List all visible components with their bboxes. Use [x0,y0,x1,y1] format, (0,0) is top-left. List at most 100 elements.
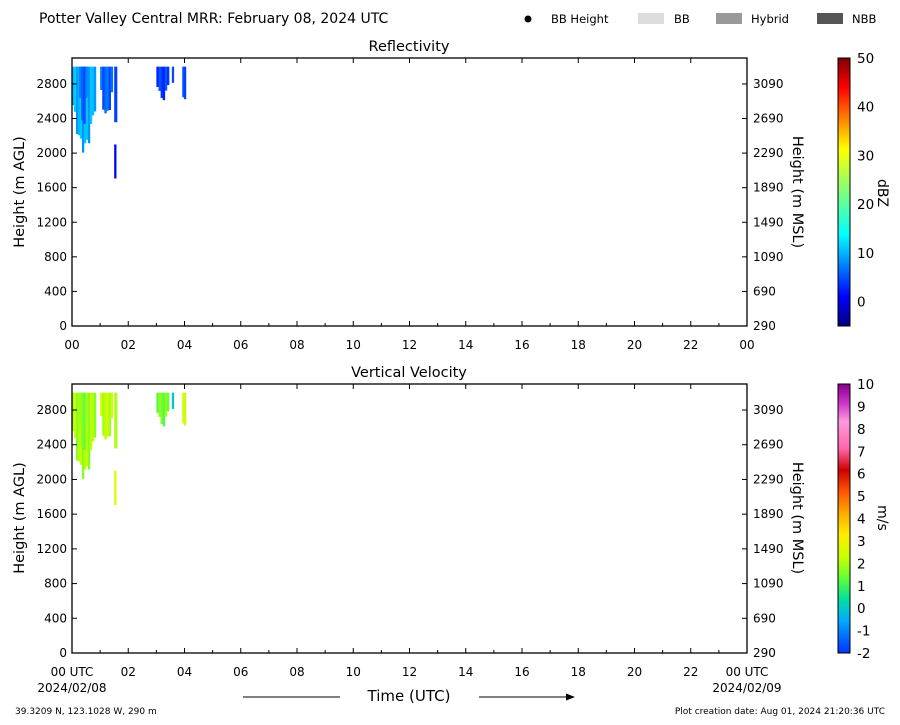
reflectivity-x-tick-label: 10 [346,338,361,352]
dbz-colorbar-label: dBZ [874,179,890,207]
velocity-echo-7 [182,392,187,426]
velocity-echo-slice [72,392,75,432]
reflectivity-echo-slice [104,66,107,114]
reflectivity-echo-1 [79,66,88,124]
velocity-x-tick-label: 04 [177,665,192,679]
reflectivity-plot-frame [71,57,748,327]
velocity-y2-tick-label: 2290 [753,472,784,486]
velocity-colorbar-tick-label: 0 [857,601,866,617]
reflectivity-echo-slice [73,66,77,112]
reflectivity-echo-slice [85,66,88,98]
velocity-echo-slice [114,470,117,505]
velocity-echo-4 [114,470,117,505]
reflectivity-x-tick-label: 00 [64,338,79,352]
reflectivity-echo-slice [156,66,159,87]
velocity-x-tick-label: 06 [233,665,248,679]
reflectivity-y-tick-label: 800 [44,250,67,264]
reflectivity-echo-slice [93,66,97,112]
reflectivity-echo-slice [184,66,187,100]
reflectivity-colorbar-tick-label: 0 [857,295,866,311]
bb-height-legend-dot [524,15,532,23]
velocity-echo-slice [164,392,168,417]
legend-bb-height-label: BB Height [551,12,609,26]
vertical-velocity-panel: Vertical Velocity Height (m AGL) Height … [12,365,890,679]
reflectivity-y-tick-label: 2000 [36,146,67,160]
velocity-echo-slice [83,392,86,450]
velocity-echo-slice [182,392,185,424]
velocity-colorbar-tick-label: 9 [857,399,866,415]
velocity-x-tick-label: 08 [289,665,304,679]
reflectivity-x-tick-label: 08 [289,338,304,352]
velocity-colorbar-tick-label: -2 [857,646,870,662]
velocity-plot-frame [71,383,748,654]
reflectivity-echo-slice [87,66,91,144]
velocity-x-tick-label: 10 [346,665,361,679]
reflectivity-y-tick-label: 2800 [36,77,67,91]
velocity-echo-slice [79,392,82,425]
reflectivity-y2-tick-label: 1490 [753,215,784,229]
dbz-colorbar [837,57,851,327]
velocity-x-tick-label: 14 [458,665,473,679]
reflectivity-echo-slice [114,66,118,123]
reflectivity-y2-tick-label: 2290 [753,146,784,160]
header-legend: BB Height BB Hybrid NBB [524,12,876,26]
legend-hybrid-label: Hybrid [751,12,789,26]
velocity-y2-tick-label: 1890 [753,507,784,521]
velocity-echo-slice [77,392,81,462]
velocity-x-tick-label: 20 [627,665,642,679]
end-date-label: 2024/02/09 [712,681,781,695]
reflectivity-echo-slice [100,66,103,90]
velocity-y-tick-label: 800 [44,577,67,591]
velocity-echo-slice [110,392,114,419]
velocity-x-tick-label: 22 [683,665,698,679]
velocity-echo-slice [87,392,91,470]
velocity-echo-slice [108,392,111,437]
figure-title: Potter Valley Central MRR: February 08, … [39,11,388,27]
reflectivity-echo-5 [156,66,170,101]
velocity-y2-tick-label: 2690 [753,438,784,452]
velocity-colorbar-tick-label: 6 [857,467,866,483]
reflectivity-title: Reflectivity [369,39,450,55]
reflectivity-echo-3 [114,66,118,123]
reflectivity-y-tick-label: 400 [44,284,67,298]
velocity-y-tick-label: 2800 [36,403,67,417]
velocity-echo-slice [106,392,109,437]
velocity-y-tick-label: 2000 [36,472,67,486]
reflectivity-echo-7 [182,66,187,100]
velocity-echo-6 [171,392,175,409]
velocity-echo-slice [160,392,163,425]
reflectivity-echo-slice [160,66,163,98]
reflectivity-x-tick-label: 20 [627,338,642,352]
velocity-y2-tick-label: 3090 [753,403,784,417]
reflectivity-x-tick-label: 16 [514,338,529,352]
velocity-colorbar-tick-label: 8 [857,422,866,438]
nbb-legend-swatch [817,13,843,24]
reflectivity-echo-slice [79,66,83,139]
reflectivity-y-tick-label: 1600 [36,181,67,195]
velocity-echo-slice [85,392,88,424]
velocity-echo-slice [156,392,159,414]
reflectivity-echo-slice [72,66,75,106]
bb-legend-swatch [638,13,664,24]
velocity-echo-2 [100,392,114,440]
velocity-echo-5 [156,392,170,427]
velocity-echo-slice [81,392,84,447]
velocity-x-tick-label: 12 [402,665,417,679]
reflectivity-panel: Reflectivity Height (m AGL) Height (m MS… [12,39,890,352]
velocity-colorbar [837,383,851,654]
reflectivity-colorbar-tick-label: 50 [857,51,874,67]
reflectivity-echo-slice [110,66,114,93]
reflectivity-echo-slice [79,66,82,99]
reflectivity-y2-tick-label: 2690 [753,112,784,126]
reflectivity-x-tick-label: 04 [177,338,192,352]
site-coordinates: 39.3209 N, 123.1028 W, 290 m [15,707,157,717]
reflectivity-x-tick-label: 12 [402,338,417,352]
reflectivity-y2label: Height (m MSL) [789,136,805,248]
reflectivity-echo-slice [158,66,161,91]
velocity-echo-slice [75,392,79,461]
velocity-x-tick-label: 18 [571,665,586,679]
velocity-x-tick-label: 16 [514,665,529,679]
reflectivity-y2-tick-label: 690 [753,284,776,298]
legend-bb-label: BB [674,12,690,26]
